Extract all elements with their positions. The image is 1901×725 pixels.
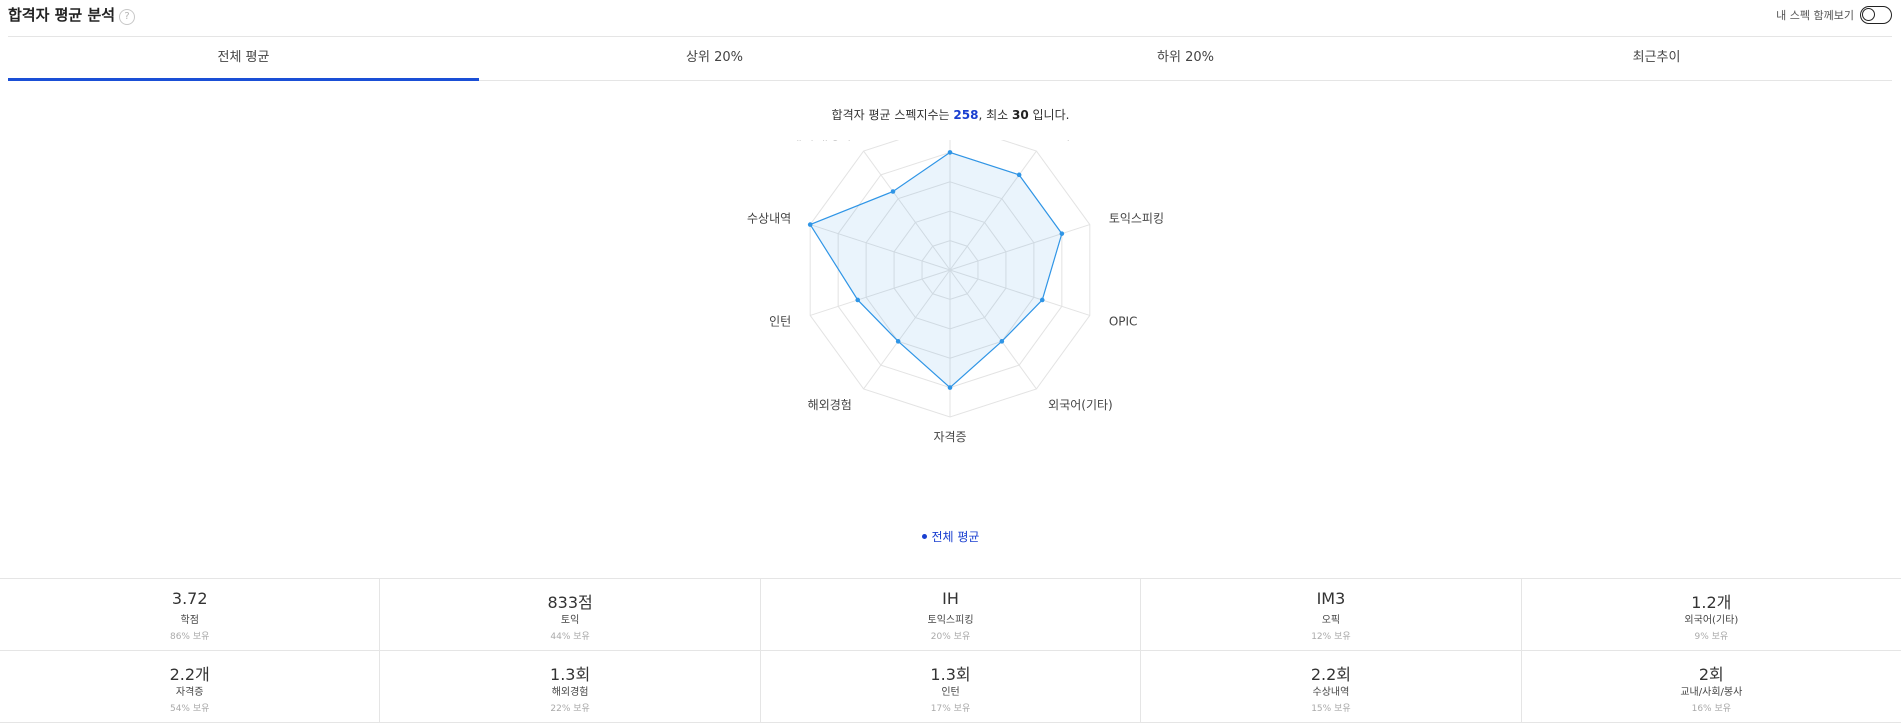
chart-legend: 전체 평균 bbox=[0, 528, 1901, 545]
radar-axis-label: 외국어(기타) bbox=[1048, 398, 1113, 412]
stats-row: 3.72 학점 86% 보유 833점 토익 44% 보유 IH 토익스피킹 20% 보유 … bbox=[0, 579, 1901, 651]
stat-value: 1.3회 bbox=[930, 665, 971, 684]
radar-axis-label: 자격증 bbox=[933, 430, 966, 444]
radar-series-area bbox=[809, 151, 1063, 389]
radar-chart: 학점토익토익스피킹OPIC외국어(기타)자격증해외경험인턴수상내역교내/사회/봉… bbox=[747, 140, 1164, 444]
radar-data-point bbox=[807, 222, 813, 227]
stat-label: 자격증 bbox=[175, 687, 204, 698]
radar-data-point bbox=[895, 339, 901, 344]
stat-label: 토익스피킹 bbox=[927, 615, 974, 626]
stat-value: 2.2개 bbox=[169, 665, 210, 684]
summary-text: 합격자 평균 스펙지수는 258, 최소 30 입니다. bbox=[0, 106, 1901, 123]
tab-recent-trend[interactable]: 최근추이 bbox=[1632, 50, 1681, 65]
radar-data-point bbox=[1016, 172, 1022, 178]
stat-percentage: 54% 보유 bbox=[169, 704, 210, 714]
stat-percentage: 12% 보유 bbox=[1311, 632, 1351, 642]
stat-value: 1.2개 bbox=[1691, 593, 1732, 612]
radar-spoke bbox=[949, 269, 1090, 316]
help-icon[interactable]: ? bbox=[119, 9, 136, 25]
radar-data-point bbox=[947, 385, 953, 390]
radar-spoke bbox=[949, 269, 1037, 390]
stats-grid: 3.72 학점 86% 보유 833점 토익 44% 보유 IH 토익스피킹 20% 보유 … bbox=[0, 578, 1901, 723]
stat-percentage: 44% 보유 bbox=[550, 632, 590, 642]
radar-data-point bbox=[1039, 297, 1045, 303]
summary-prefix: 합격자 평균 스펙지수는 bbox=[831, 108, 954, 122]
section-header: 합격자 평균 분석? 내 스펙 함께보기 bbox=[8, 0, 1892, 37]
my-spec-toggle-label: 내 스펙 함께보기 bbox=[1776, 9, 1854, 22]
stat-label: 해외경험 bbox=[551, 687, 589, 698]
legend-label: 전체 평균 bbox=[931, 530, 980, 544]
stat-label: 학점 bbox=[180, 615, 199, 626]
stat-cell: IH 토익스피킹 20% 보유 bbox=[761, 579, 1142, 650]
radar-data-point bbox=[855, 297, 861, 303]
stat-value: IM3 bbox=[1316, 589, 1346, 608]
my-spec-toggle-group: 내 스펙 함께보기 bbox=[1776, 6, 1892, 24]
radar-data-point bbox=[890, 189, 896, 194]
stat-percentage: 16% 보유 bbox=[1691, 704, 1732, 714]
summary-suffix: 입니다. bbox=[1028, 108, 1070, 122]
toggle-knob bbox=[1862, 8, 1875, 21]
radar-spoke bbox=[810, 224, 951, 271]
section-title-text: 합격자 평균 분석 bbox=[8, 6, 116, 24]
stat-percentage: 22% 보유 bbox=[550, 704, 590, 714]
section-title: 합격자 평균 분석? bbox=[8, 4, 136, 25]
radar-axis-label: 인턴 bbox=[769, 315, 791, 329]
stat-percentage: 9% 보유 bbox=[1694, 632, 1729, 642]
stat-label: 수상내역 bbox=[1312, 687, 1350, 698]
stat-label: 인턴 bbox=[941, 687, 960, 698]
radar-axis-label: 해외경험 bbox=[808, 398, 852, 412]
tab-bar: 전체 평균 상위 20% 하위 20% 최근추이 bbox=[8, 36, 1892, 81]
my-spec-toggle[interactable] bbox=[1860, 6, 1892, 24]
radar-spoke bbox=[949, 150, 1037, 271]
radar-spoke bbox=[949, 224, 1090, 271]
radar-data-point bbox=[947, 150, 953, 155]
stat-value: 833점 bbox=[547, 593, 593, 612]
stat-value: 1.3회 bbox=[550, 665, 591, 684]
stat-percentage: 20% 보유 bbox=[930, 632, 971, 642]
radar-axis-label: 토익 bbox=[1048, 140, 1070, 142]
radar-axis-label: 토익스피킹 bbox=[1109, 211, 1164, 225]
radar-spoke bbox=[810, 269, 951, 316]
stat-label: 토익 bbox=[560, 615, 580, 626]
radar-data-point bbox=[999, 339, 1005, 344]
stat-percentage: 15% 보유 bbox=[1311, 704, 1351, 714]
radar-data-point bbox=[1059, 231, 1065, 236]
stat-value: 2.2회 bbox=[1310, 665, 1351, 684]
stat-value: 2회 bbox=[1698, 665, 1724, 684]
radar-axis-label: 교내/사회/봉사 bbox=[778, 140, 852, 142]
tab-overall-average[interactable]: 전체 평균 bbox=[8, 36, 479, 81]
summary-average: 258 bbox=[953, 108, 979, 122]
radar-axis-label: 수상내역 bbox=[747, 211, 791, 225]
radar-axis-label: OPIC bbox=[1109, 315, 1138, 329]
stat-label: 외국어(기타) bbox=[1684, 615, 1739, 626]
tab-bottom-20[interactable]: 하위 20% bbox=[1157, 50, 1214, 65]
stat-percentage: 86% 보유 bbox=[169, 632, 210, 642]
tab-top-20[interactable]: 상위 20% bbox=[686, 50, 743, 65]
radar-spoke bbox=[863, 150, 951, 271]
stat-value: 3.72 bbox=[171, 589, 208, 608]
stat-label: 오픽 bbox=[1321, 615, 1341, 626]
stat-label: 교내/사회/봉사 bbox=[1680, 687, 1743, 698]
stat-percentage: 17% 보유 bbox=[930, 704, 971, 714]
stat-cell: IM3 오픽 12% 보유 bbox=[1141, 579, 1522, 650]
summary-minimum: 30 bbox=[1012, 108, 1029, 122]
stat-cell: 3.72 학점 86% 보유 bbox=[0, 579, 381, 650]
stat-value: IH bbox=[942, 589, 959, 608]
summary-middle: , 최소 bbox=[978, 108, 1012, 122]
radar-spoke bbox=[863, 269, 951, 390]
legend-dot bbox=[921, 534, 927, 539]
